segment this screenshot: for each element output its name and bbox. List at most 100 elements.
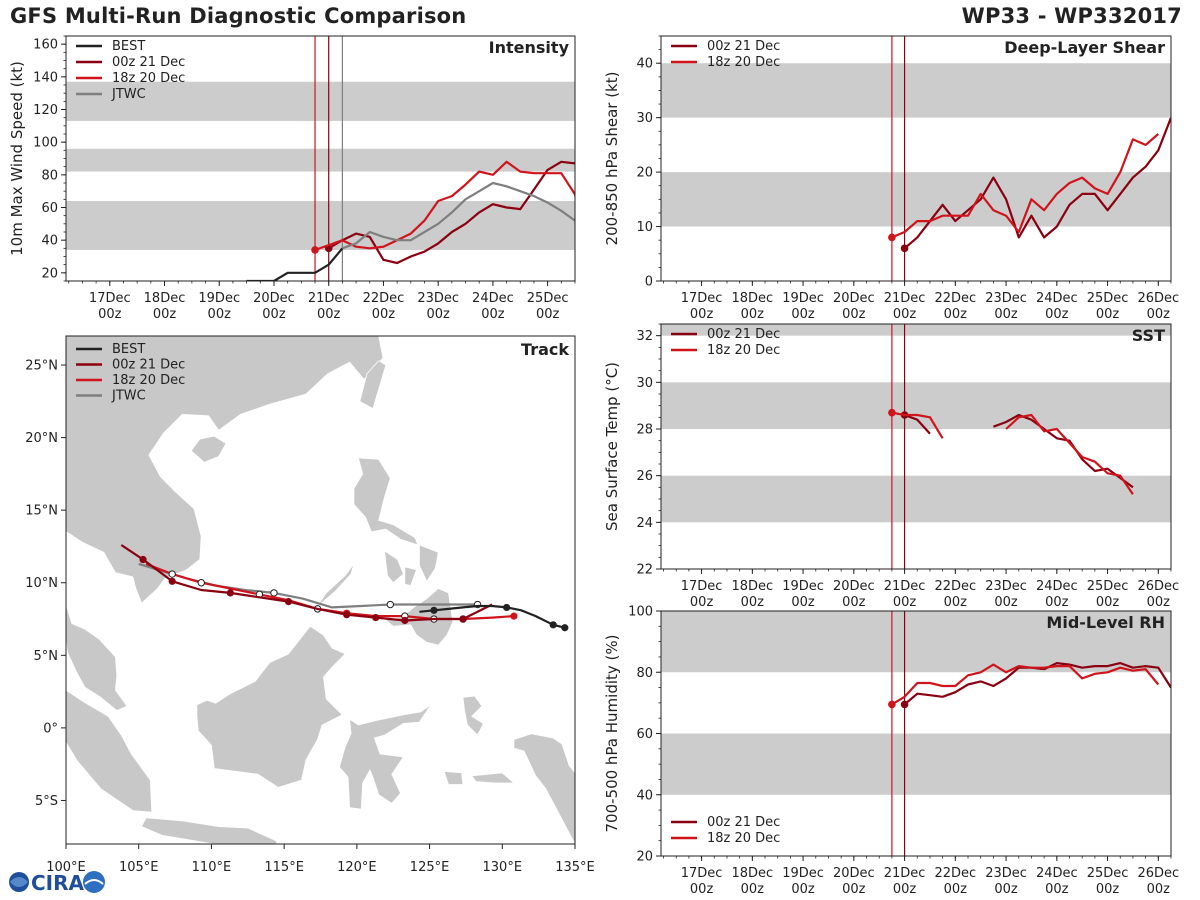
shear-xtick-label: 21Dec — [884, 291, 926, 306]
shear-xtick-label: 24Dec — [1036, 291, 1078, 306]
rh-xtick-label: 22Dec — [934, 866, 976, 881]
land-mass — [190, 435, 227, 463]
shear-ytick-label: 10 — [636, 220, 653, 235]
land-mass — [384, 549, 404, 584]
sst-ytick-label: 28 — [636, 423, 653, 438]
track-xtick-label: 120°E — [337, 860, 377, 875]
track-position-marker — [343, 611, 351, 619]
intensity-threshold-band — [66, 81, 575, 121]
intensity-xtick-label: 00z — [98, 307, 122, 322]
intensity-xtick-label: 24Dec — [472, 291, 514, 306]
shear-init-marker — [888, 233, 896, 242]
track-ytick-label: 0° — [43, 721, 58, 736]
track-ytick-label: 5°N — [34, 649, 59, 664]
intensity-ytick-label: 140 — [33, 70, 58, 85]
sst-xtick-label: 00z — [842, 595, 866, 610]
rh-ylabel: 700-500 hPa Humidity (%) — [603, 634, 621, 832]
sst-legend-label: 00z 21 Dec — [707, 327, 780, 342]
intensity-xtick-label: 19Dec — [198, 291, 240, 306]
sst-ytick-label: 24 — [636, 516, 653, 531]
track-line-run_00z — [120, 544, 493, 622]
intensity-xtick-label: 21Dec — [308, 291, 350, 306]
rh-ytick-label: 20 — [636, 850, 653, 865]
intensity-xtick-label: 00z — [317, 307, 341, 322]
rh-xtick-label: 00z — [791, 882, 815, 897]
track-frame — [65, 335, 576, 845]
track-position-marker — [372, 613, 380, 622]
intensity-xtick-label: 00z — [536, 307, 560, 322]
intensity-ytick-label: 120 — [33, 103, 58, 118]
land-mass — [470, 772, 515, 784]
sst-xtick-label: 19Dec — [782, 579, 824, 594]
track-ytick-label: 5°S — [35, 794, 58, 809]
track-position-open-marker — [168, 570, 176, 578]
rh-xtick-label: 19Dec — [782, 866, 824, 881]
track-position-marker — [226, 589, 234, 597]
land-mass — [338, 704, 432, 810]
shear-title: Deep-Layer Shear — [1004, 38, 1165, 57]
intensity-xtick-label: 00z — [153, 307, 177, 322]
shear-xtick-label: 00z — [842, 307, 866, 322]
intensity-xtick-label: 00z — [262, 307, 286, 322]
rh-threshold-band — [661, 733, 1171, 795]
sst-plot-area — [661, 324, 1171, 569]
land-mass — [66, 604, 128, 711]
sst-ytick-label: 30 — [636, 376, 653, 391]
rh-legend-label: 00z 21 Dec — [707, 815, 780, 830]
shear-panel: 01020304017Dec00z18Dec00z19Dec00z20Dec00… — [603, 35, 1179, 322]
shear-xtick-label: 00z — [741, 307, 765, 322]
rh-ytick-label: 100 — [628, 605, 653, 620]
rh-xtick-label: 00z — [741, 882, 765, 897]
intensity-xtick-label: 20Dec — [253, 291, 295, 306]
track-title: Track — [521, 340, 569, 359]
rh-panel: 2040608010017Dec00z18Dec00z19Dec00z20Dec… — [603, 605, 1179, 898]
intensity-xtick-label: 18Dec — [144, 291, 186, 306]
land-mass — [353, 457, 419, 546]
rh-xtick-label: 23Dec — [985, 866, 1027, 881]
logo-text: CIRA — [31, 871, 85, 895]
shear-xtick-label: 17Dec — [681, 291, 723, 306]
track-position-marker — [503, 603, 511, 612]
sst-threshold-band — [661, 382, 1171, 429]
sst-threshold-band — [661, 475, 1171, 523]
shear-xtick-label: 00z — [1096, 307, 1120, 322]
rh-title: Mid-Level RH — [1046, 613, 1165, 632]
intensity-legend-label: 18z 20 Dec — [112, 71, 185, 86]
track-xtick-label: 110°E — [192, 860, 232, 875]
rh-xtick-label: 25Dec — [1087, 866, 1129, 881]
intensity-xtick-label: 25Dec — [527, 291, 569, 306]
intensity-xtick-label: 00z — [481, 307, 505, 322]
track-position-open-marker — [197, 579, 205, 587]
track-panel: 100°E 105°E 110°E 115°E 120°E 125°E 130°E 135°E… — [25, 335, 595, 875]
sst-xtick-label: 26Dec — [1137, 579, 1179, 594]
shear-legend-label: 00z 21 Dec — [707, 39, 780, 54]
intensity-series-run_00z — [328, 160, 575, 265]
shear-xtick-label: 18Dec — [731, 291, 773, 306]
sst-series-run_00z — [993, 413, 1134, 489]
shear-init-marker — [900, 244, 909, 253]
land-mass — [513, 733, 575, 844]
track-position-marker — [510, 612, 518, 620]
shear-series-run_00z — [903, 117, 1171, 250]
rh-xtick-label: 26Dec — [1137, 866, 1179, 881]
logo-seal-icon — [83, 871, 105, 893]
sst-xtick-label: 17Dec — [681, 579, 723, 594]
shear-xtick-label: 00z — [1147, 307, 1171, 322]
shear-ytick-label: 20 — [636, 166, 653, 181]
land-mass — [66, 689, 153, 813]
rh-ytick-label: 40 — [636, 788, 653, 803]
rh-xtick-label: 18Dec — [731, 866, 773, 881]
shear-xtick-label: 00z — [791, 307, 815, 322]
intensity-ytick-label: 100 — [33, 136, 58, 151]
shear-xtick-label: 00z — [690, 307, 714, 322]
sst-ytick-label: 22 — [636, 563, 653, 578]
track-legend-label: JTWC — [111, 389, 146, 404]
sst-threshold-band — [661, 324, 1171, 336]
shear-xtick-label: 00z — [1045, 307, 1069, 322]
track-position-marker — [284, 598, 293, 606]
rh-xtick-label: 00z — [1147, 882, 1171, 897]
sst-xtick-label: 00z — [893, 595, 917, 610]
track-ytick-label: 10°N — [25, 576, 58, 591]
track-xtick-label: 135°E — [555, 860, 595, 875]
track-position-open-marker — [386, 600, 395, 609]
